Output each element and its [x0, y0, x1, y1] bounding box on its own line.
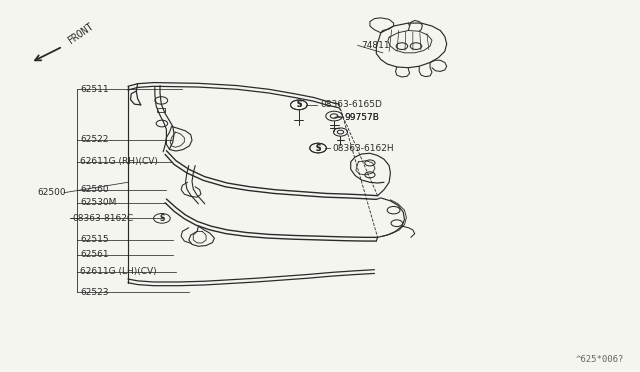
- Text: 62560: 62560: [80, 185, 109, 194]
- Text: S: S: [296, 100, 301, 109]
- Text: S: S: [316, 144, 321, 153]
- Text: 08363-6162H: 08363-6162H: [333, 144, 394, 153]
- Text: 62611G (LH)(CV): 62611G (LH)(CV): [80, 267, 157, 276]
- Text: 62500: 62500: [37, 188, 66, 197]
- Text: 62530M: 62530M: [80, 198, 116, 207]
- Text: 99757B: 99757B: [344, 113, 379, 122]
- Text: FRONT: FRONT: [66, 20, 96, 45]
- Text: 08363-6165D: 08363-6165D: [320, 100, 382, 109]
- Text: S: S: [316, 144, 321, 153]
- Text: 62511: 62511: [80, 85, 109, 94]
- Text: 62611G (RH)(CV): 62611G (RH)(CV): [80, 157, 158, 166]
- Text: 62523: 62523: [80, 288, 109, 296]
- Text: S: S: [296, 100, 301, 109]
- Text: 62522: 62522: [80, 135, 108, 144]
- Text: 74811: 74811: [361, 41, 390, 50]
- Text: S: S: [159, 214, 164, 223]
- Text: 62561: 62561: [80, 250, 109, 259]
- Text: 08363-8162C: 08363-8162C: [72, 214, 134, 223]
- Text: ^625*006?: ^625*006?: [575, 355, 624, 364]
- Text: 62515: 62515: [80, 235, 109, 244]
- Text: 99757B: 99757B: [344, 113, 379, 122]
